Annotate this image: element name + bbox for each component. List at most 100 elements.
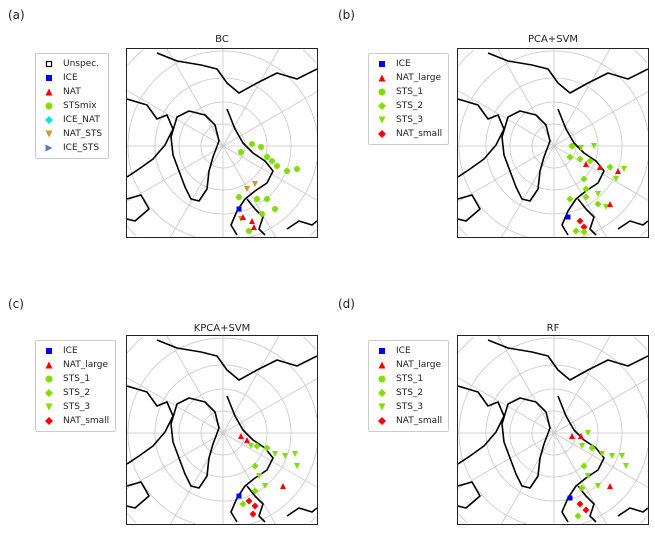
marker-stsmix — [274, 163, 280, 169]
marker-stsmix — [254, 196, 260, 202]
marker-nat_sts — [244, 186, 250, 192]
circle-marker-icon — [41, 102, 57, 110]
legend-item: NAT_large — [374, 358, 442, 372]
triangle-right-marker-icon — [41, 144, 57, 152]
diamond-marker-icon — [374, 130, 390, 138]
marker-stsmix — [264, 196, 270, 202]
marker-nat_small — [251, 502, 259, 510]
legend-label: NAT_large — [63, 360, 108, 370]
marker-sts_2 — [572, 227, 580, 235]
legend-item: STS_2 — [374, 386, 442, 400]
marker-nat_small — [580, 223, 588, 231]
marker-nat_large — [583, 161, 589, 167]
legend-item: Unspec. — [41, 57, 102, 71]
marker-nat_large — [615, 168, 621, 174]
marker-nat_small — [245, 497, 253, 505]
legend-item: NAT_small — [374, 127, 442, 141]
legend-item: NAT — [41, 85, 102, 99]
marker-sts_3 — [256, 473, 262, 479]
marker-sts_2 — [582, 193, 590, 201]
marker-nat_large — [578, 433, 584, 439]
marker-sts_3 — [623, 463, 629, 469]
legend-label: ICE — [63, 346, 78, 356]
legend-item: ICE — [41, 344, 109, 358]
coastlines — [127, 52, 317, 236]
marker-nat — [249, 218, 255, 224]
marker-sts_2 — [586, 157, 594, 165]
triangle-down-marker-icon — [374, 116, 390, 124]
legend-label: STS_2 — [396, 101, 424, 111]
marker-sts_2 — [566, 153, 574, 161]
legend: Unspec. ICE NAT STSmix ICE_NAT NAT_STS ICE_STS — [35, 53, 110, 159]
legend-item: STSmix — [41, 99, 102, 113]
panel-label: (d) — [338, 297, 355, 311]
marker-sts_3 — [294, 463, 300, 469]
marker-nat_large — [607, 483, 613, 489]
legend-label: ICE — [396, 346, 411, 356]
legend-label: STS_1 — [63, 374, 91, 384]
marker-sts_2 — [239, 500, 247, 508]
legend-item: NAT_small — [41, 414, 109, 428]
coastlines — [458, 52, 648, 236]
panel-title: BC — [215, 34, 229, 45]
marker-sts_3 — [585, 430, 591, 436]
marker-sts_3 — [578, 145, 584, 151]
marker-sts_2 — [580, 462, 588, 470]
marker-stsmix — [259, 211, 265, 217]
marker-sts_2 — [251, 487, 259, 495]
legend-label: STS_1 — [396, 87, 424, 97]
legend-label: STSmix — [63, 101, 97, 111]
legend: ICE NAT_large STS_1 STS_2 STS_3 NAT_small — [35, 340, 117, 432]
legend-label: NAT_small — [396, 129, 443, 139]
marker-sts_3 — [621, 166, 627, 172]
diamond-marker-icon — [374, 102, 390, 110]
triangle-down-marker-icon — [41, 130, 57, 138]
legend-label: NAT — [63, 87, 81, 97]
marker-sts_2 — [588, 444, 596, 452]
marker-sts_3 — [272, 451, 278, 457]
legend-item: ICE — [374, 344, 442, 358]
legend-item: NAT_STS — [41, 127, 102, 141]
legend-label: NAT_small — [396, 416, 443, 426]
legend-item: ICE_NAT — [41, 113, 102, 127]
triangle-down-marker-icon — [41, 403, 57, 411]
marker-nat_large — [569, 433, 575, 439]
diamond-marker-icon — [374, 389, 390, 397]
marker-nat_small — [576, 500, 584, 508]
circle-marker-icon — [374, 88, 390, 96]
legend-label: STS_2 — [63, 388, 91, 398]
marker-stsmix — [294, 166, 300, 172]
panel-label: (c) — [8, 297, 24, 311]
marker-sts_3 — [619, 453, 625, 459]
data-markers — [565, 143, 627, 236]
marker-stsmix — [272, 206, 278, 212]
panel-label: (a) — [8, 8, 25, 22]
marker-nat_sts — [252, 181, 258, 187]
panel-label: (b) — [338, 8, 355, 22]
marker-sts_3 — [613, 176, 619, 182]
diamond-marker-icon — [374, 417, 390, 425]
diamond-marker-icon — [41, 417, 57, 425]
diamond-marker-icon — [41, 389, 57, 397]
legend-item: ICE — [374, 57, 442, 71]
marker-sts_3 — [248, 443, 254, 449]
data-markers — [236, 433, 300, 518]
coastlines — [458, 339, 648, 523]
marker-sts_3 — [595, 191, 601, 197]
marker-sts_3 — [603, 204, 609, 210]
legend-item: NAT_large — [41, 358, 109, 372]
marker-stsmix — [246, 228, 252, 234]
square-marker-icon — [41, 74, 57, 82]
triangle-up-marker-icon — [374, 74, 390, 82]
marker-sts_3 — [262, 483, 268, 489]
marker-sts_3 — [282, 453, 288, 459]
marker-sts_2 — [253, 442, 261, 450]
legend-item: STS_3 — [374, 400, 442, 414]
marker-stsmix — [249, 141, 255, 147]
triangle-up-marker-icon — [374, 361, 390, 369]
panel-title: RF — [546, 323, 560, 334]
marker-sts_3 — [591, 143, 597, 149]
legend-label: STS_2 — [396, 388, 424, 398]
marker-stsmix — [264, 154, 270, 160]
triangle-up-marker-icon — [41, 361, 57, 369]
